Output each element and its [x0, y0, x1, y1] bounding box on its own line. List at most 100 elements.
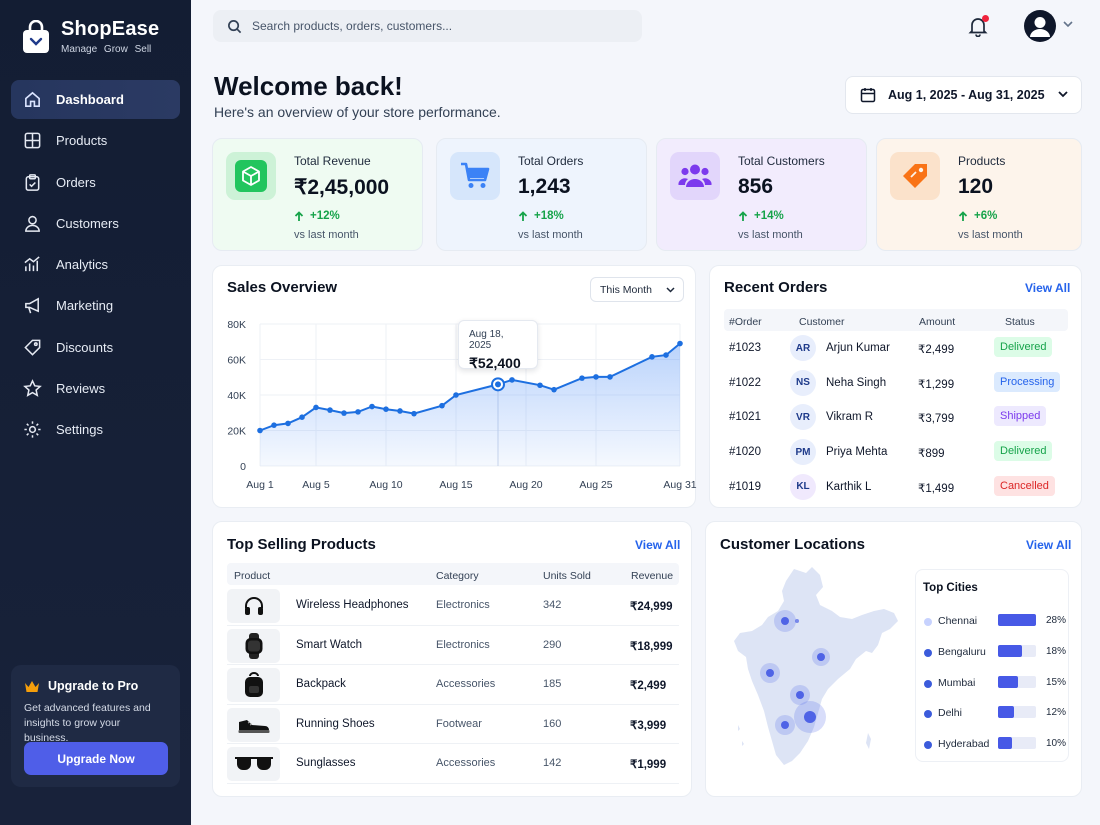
chart-point: [509, 377, 515, 383]
locations-view-all-link[interactable]: View All: [1026, 538, 1072, 552]
india-map[interactable]: [728, 565, 903, 787]
city-bar: [998, 644, 1022, 657]
sidebar-item-dashboard[interactable]: Dashboard: [11, 80, 180, 119]
city-row[interactable]: Mumbai 15%: [923, 675, 1067, 707]
sidebar-item-products[interactable]: Products: [11, 121, 180, 160]
column-header: Status: [1005, 316, 1035, 328]
upgrade-card: Upgrade to Pro Get advanced features and…: [11, 665, 180, 787]
period-select[interactable]: This Month: [590, 277, 684, 302]
customer-locations-panel: Customer Locations View All Top Cities C…: [705, 521, 1082, 797]
order-row[interactable]: #1022 NS Neha Singh ₹1,299 Processing: [724, 366, 1068, 401]
city-name: Mumbai: [938, 676, 976, 689]
order-row[interactable]: #1023 AR Arjun Kumar ₹2,499 Delivered: [724, 331, 1068, 366]
chart-point: [271, 422, 277, 428]
product-row[interactable]: Smart Watch Electronics 290 ₹18,999: [227, 626, 679, 665]
home-icon: [25, 91, 40, 107]
x-tick-label: Aug 15: [439, 479, 472, 491]
order-id: #1022: [729, 376, 761, 389]
city-bar: [998, 675, 1018, 688]
order-row[interactable]: #1021 VR Vikram R ₹3,799 Shipped: [724, 400, 1068, 435]
customer-avatar: VR: [790, 404, 816, 431]
bell-icon[interactable]: [967, 15, 989, 37]
order-amount: ₹1,499: [918, 482, 955, 495]
product-revenue: ₹1,999: [630, 759, 667, 771]
product-row[interactable]: Backpack Accessories 185 ₹2,499: [227, 665, 679, 705]
product-category: Footwear: [436, 717, 482, 730]
upgrade-now-button[interactable]: Upgrade Now: [24, 742, 168, 775]
x-tick-label: Aug 25: [579, 479, 612, 491]
city-row[interactable]: Hyderabad 10%: [923, 737, 1067, 768]
city-dot: [924, 710, 932, 719]
product-row[interactable]: Wireless Headphones Electronics 342 ₹24,999: [227, 586, 679, 626]
chart-point: [285, 420, 291, 427]
chart-point: [649, 354, 655, 360]
cube-icon: [235, 160, 267, 192]
orders-table-header: #Order Customer Amount Status: [724, 309, 1068, 331]
date-range-picker[interactable]: Aug 1, 2025 - Aug 31, 2025: [845, 76, 1082, 114]
order-id: #1019: [729, 480, 761, 493]
stat-note: vs last month: [958, 229, 1023, 241]
stat-card-products[interactable]: Products 120 +6% vs last month: [876, 138, 1082, 251]
date-range-label: Aug 1, 2025 - Aug 31, 2025: [888, 88, 1045, 102]
city-bar: [998, 706, 1014, 719]
product-units: 342: [543, 599, 562, 611]
gear-icon: [24, 421, 41, 438]
stat-note: vs last month: [518, 229, 583, 241]
sunglasses-icon: [227, 747, 280, 781]
users-icon: [678, 164, 712, 187]
product-row[interactable]: Running Shoes Footwear 160 ₹3,999: [227, 705, 679, 744]
chart-point: [397, 408, 403, 414]
product-units: 290: [543, 638, 562, 651]
chart-area-fill: [260, 343, 680, 466]
product-revenue: ₹18,999: [630, 640, 673, 653]
sidebar-item-label: Dashboard: [56, 92, 124, 107]
product-name: Wireless Headphones: [296, 599, 409, 611]
logo[interactable]: ShopEase Manage Grow Sell: [22, 18, 159, 55]
period-select-value: This Month: [600, 283, 652, 296]
orders-view-all-link[interactable]: View All: [1025, 281, 1071, 295]
sidebar-item-discounts[interactable]: Discounts: [11, 328, 180, 367]
product-row[interactable]: Sunglasses Accessories 142 ₹1,999: [227, 744, 679, 784]
order-amount: ₹899: [918, 448, 945, 461]
city-row[interactable]: Delhi 12%: [923, 706, 1067, 737]
sidebar-item-reviews[interactable]: Reviews: [11, 369, 180, 408]
stat-card-revenue[interactable]: Total Revenue ₹2,45,000 +12% vs last mon…: [212, 138, 423, 251]
product-units: 142: [543, 757, 562, 769]
sidebar-item-settings[interactable]: Settings: [11, 410, 180, 449]
products-view-all-link[interactable]: View All: [635, 538, 681, 552]
x-tick-label: Aug 31: [663, 479, 696, 491]
product-revenue: ₹24,999: [630, 601, 673, 613]
order-row[interactable]: #1020 PM Priya Mehta ₹899 Delivered: [724, 435, 1068, 470]
city-row[interactable]: Chennai 28%: [923, 614, 1067, 645]
sidebar-item-customers[interactable]: Customers: [11, 204, 180, 243]
sidebar-item-orders[interactable]: Orders: [11, 163, 180, 202]
stat-card-customers[interactable]: Total Customers 856 +14% vs last month: [656, 138, 867, 251]
tag-icon: [24, 339, 41, 356]
column-header: Product: [234, 570, 271, 582]
sidebar-item-marketing[interactable]: Marketing: [11, 286, 180, 325]
search-bar[interactable]: [213, 10, 642, 42]
city-row[interactable]: Bengaluru 18%: [923, 644, 1067, 676]
customer-name: Priya Mehta: [826, 446, 888, 459]
order-row[interactable]: #1019 KL Karthik L ₹1,499 Cancelled: [724, 470, 1068, 505]
headphones-icon: [227, 589, 280, 623]
status-badge: Shipped: [994, 406, 1047, 427]
arrow-up-icon: [958, 210, 968, 221]
stat-value: 120: [958, 175, 994, 198]
sidebar-item-analytics[interactable]: Analytics: [11, 245, 180, 284]
chevron-down-icon: [1058, 91, 1068, 98]
avatar[interactable]: [1024, 10, 1056, 42]
city-bar: [998, 614, 1036, 626]
panel-title: Recent Orders: [724, 279, 828, 296]
stat-delta: +18%: [534, 210, 564, 222]
brand-name: ShopEase: [61, 18, 160, 40]
arrow-up-icon: [294, 210, 304, 221]
chevron-down-icon[interactable]: [1062, 20, 1074, 28]
sidebar-item-label: Settings: [56, 422, 103, 438]
stat-card-orders[interactable]: Total Orders 1,243 +18% vs last month: [436, 138, 647, 251]
status-badge: Cancelled: [994, 475, 1055, 496]
city-dot: [924, 618, 932, 626]
search-input[interactable]: [252, 19, 612, 33]
sidebar-item-label: Discounts: [56, 339, 114, 355]
product-units: 160: [543, 717, 562, 730]
